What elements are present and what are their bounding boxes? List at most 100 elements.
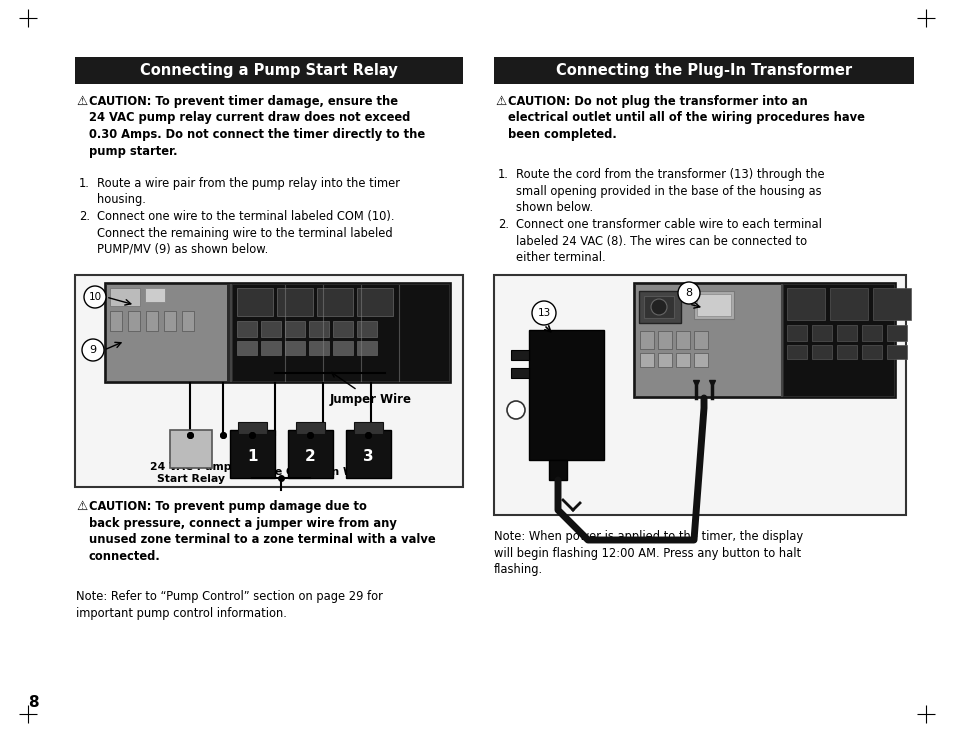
Text: Note: When power is applied to the timer, the display
will begin flashing 12:00 : Note: When power is applied to the timer… bbox=[494, 530, 802, 576]
FancyBboxPatch shape bbox=[110, 288, 140, 306]
Text: 9: 9 bbox=[90, 345, 96, 355]
Circle shape bbox=[506, 401, 524, 419]
FancyBboxPatch shape bbox=[511, 350, 529, 360]
Text: 10: 10 bbox=[89, 292, 101, 302]
Text: 2: 2 bbox=[305, 449, 315, 464]
FancyBboxPatch shape bbox=[316, 288, 353, 316]
FancyBboxPatch shape bbox=[295, 422, 325, 434]
FancyBboxPatch shape bbox=[356, 321, 376, 337]
Text: 1: 1 bbox=[247, 449, 257, 464]
Text: CAUTION: Do not plug the transformer into an
electrical outlet until all of the : CAUTION: Do not plug the transformer int… bbox=[507, 95, 864, 141]
FancyBboxPatch shape bbox=[783, 285, 893, 396]
FancyBboxPatch shape bbox=[676, 353, 689, 367]
FancyBboxPatch shape bbox=[110, 311, 122, 331]
FancyBboxPatch shape bbox=[237, 422, 267, 434]
FancyBboxPatch shape bbox=[811, 325, 831, 341]
Text: 2.: 2. bbox=[79, 210, 90, 223]
FancyBboxPatch shape bbox=[886, 345, 906, 359]
FancyBboxPatch shape bbox=[862, 345, 882, 359]
FancyBboxPatch shape bbox=[236, 341, 256, 355]
FancyBboxPatch shape bbox=[261, 321, 281, 337]
Text: Connecting a Pump Start Relay: Connecting a Pump Start Relay bbox=[140, 63, 397, 78]
FancyBboxPatch shape bbox=[643, 296, 673, 318]
FancyBboxPatch shape bbox=[693, 291, 733, 319]
FancyBboxPatch shape bbox=[548, 460, 566, 480]
FancyBboxPatch shape bbox=[639, 353, 654, 367]
FancyBboxPatch shape bbox=[529, 330, 603, 460]
FancyBboxPatch shape bbox=[658, 331, 671, 349]
FancyBboxPatch shape bbox=[636, 285, 781, 396]
FancyBboxPatch shape bbox=[285, 341, 305, 355]
FancyBboxPatch shape bbox=[233, 285, 449, 381]
Text: 8: 8 bbox=[28, 695, 38, 710]
FancyBboxPatch shape bbox=[862, 325, 882, 341]
FancyBboxPatch shape bbox=[261, 341, 281, 355]
FancyBboxPatch shape bbox=[836, 325, 856, 341]
Text: 24 VAC Pump
Start Relay: 24 VAC Pump Start Relay bbox=[150, 462, 232, 484]
FancyBboxPatch shape bbox=[309, 341, 329, 355]
FancyBboxPatch shape bbox=[170, 430, 212, 468]
Text: ⚠: ⚠ bbox=[76, 500, 87, 513]
FancyBboxPatch shape bbox=[693, 353, 707, 367]
FancyBboxPatch shape bbox=[494, 275, 905, 515]
FancyBboxPatch shape bbox=[333, 321, 353, 337]
FancyBboxPatch shape bbox=[276, 288, 313, 316]
Text: 3: 3 bbox=[363, 449, 374, 464]
FancyBboxPatch shape bbox=[356, 341, 376, 355]
FancyBboxPatch shape bbox=[693, 331, 707, 349]
Text: ⚠: ⚠ bbox=[76, 95, 87, 108]
FancyBboxPatch shape bbox=[105, 283, 451, 383]
FancyBboxPatch shape bbox=[634, 283, 895, 398]
FancyBboxPatch shape bbox=[354, 422, 382, 434]
FancyBboxPatch shape bbox=[356, 288, 393, 316]
FancyBboxPatch shape bbox=[511, 368, 529, 378]
Text: Note: Refer to “Pump Control” section on page 29 for
important pump control info: Note: Refer to “Pump Control” section on… bbox=[76, 590, 382, 619]
FancyBboxPatch shape bbox=[164, 311, 175, 331]
Text: 1.: 1. bbox=[497, 168, 508, 181]
FancyBboxPatch shape bbox=[309, 321, 329, 337]
FancyBboxPatch shape bbox=[829, 288, 867, 320]
FancyBboxPatch shape bbox=[494, 57, 913, 84]
Circle shape bbox=[84, 286, 106, 308]
FancyBboxPatch shape bbox=[236, 321, 256, 337]
FancyBboxPatch shape bbox=[236, 288, 273, 316]
Text: Connecting the Plug-In Transformer: Connecting the Plug-In Transformer bbox=[556, 63, 851, 78]
Text: Connect one transformer cable wire to each terminal
labeled 24 VAC (8). The wire: Connect one transformer cable wire to ea… bbox=[516, 218, 821, 264]
FancyBboxPatch shape bbox=[786, 325, 806, 341]
Text: CAUTION: To prevent pump damage due to
back pressure, connect a jumper wire from: CAUTION: To prevent pump damage due to b… bbox=[89, 500, 436, 562]
Text: 2.: 2. bbox=[497, 218, 509, 231]
FancyBboxPatch shape bbox=[346, 430, 391, 478]
FancyBboxPatch shape bbox=[639, 291, 680, 323]
FancyBboxPatch shape bbox=[872, 288, 910, 320]
FancyBboxPatch shape bbox=[75, 57, 462, 84]
Circle shape bbox=[650, 299, 666, 315]
FancyBboxPatch shape bbox=[811, 345, 831, 359]
Text: Route a wire pair from the pump relay into the timer
housing.: Route a wire pair from the pump relay in… bbox=[97, 177, 399, 206]
FancyBboxPatch shape bbox=[288, 430, 333, 478]
FancyBboxPatch shape bbox=[333, 341, 353, 355]
Text: 8: 8 bbox=[684, 288, 692, 298]
FancyBboxPatch shape bbox=[886, 325, 906, 341]
FancyBboxPatch shape bbox=[697, 294, 730, 316]
FancyBboxPatch shape bbox=[786, 288, 824, 320]
FancyBboxPatch shape bbox=[676, 331, 689, 349]
FancyBboxPatch shape bbox=[639, 331, 654, 349]
Text: Route the cord from the transformer (13) through the
small opening provided in t: Route the cord from the transformer (13)… bbox=[516, 168, 823, 214]
Circle shape bbox=[82, 339, 104, 361]
Text: 1.: 1. bbox=[79, 177, 90, 190]
Text: 13: 13 bbox=[537, 308, 550, 318]
Text: ⚠: ⚠ bbox=[495, 95, 506, 108]
FancyBboxPatch shape bbox=[836, 345, 856, 359]
FancyBboxPatch shape bbox=[107, 285, 227, 381]
FancyBboxPatch shape bbox=[128, 311, 140, 331]
FancyBboxPatch shape bbox=[75, 275, 462, 487]
FancyBboxPatch shape bbox=[786, 345, 806, 359]
Circle shape bbox=[532, 301, 556, 325]
Text: Valve Common Wire: Valve Common Wire bbox=[249, 467, 371, 477]
Text: Jumper Wire: Jumper Wire bbox=[330, 373, 412, 406]
FancyBboxPatch shape bbox=[145, 288, 165, 302]
Text: CAUTION: To prevent timer damage, ensure the
24 VAC pump relay current draw does: CAUTION: To prevent timer damage, ensure… bbox=[89, 95, 425, 157]
FancyBboxPatch shape bbox=[658, 353, 671, 367]
Text: Connect one wire to the terminal labeled COM (10).
Connect the remaining wire to: Connect one wire to the terminal labeled… bbox=[97, 210, 395, 256]
FancyBboxPatch shape bbox=[285, 321, 305, 337]
